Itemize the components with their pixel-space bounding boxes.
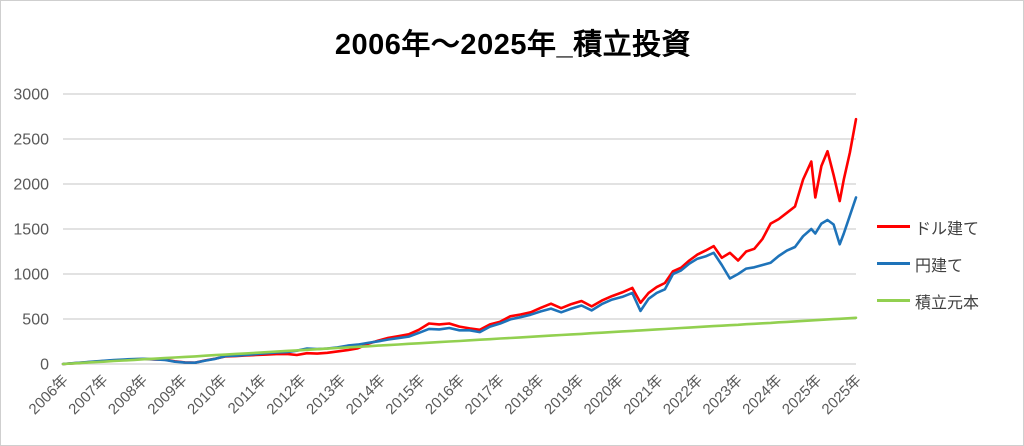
svg-text:2021年: 2021年	[620, 372, 666, 418]
svg-text:2022年: 2022年	[660, 372, 706, 418]
legend-label-yen: 円建て	[915, 257, 964, 275]
svg-text:2024年: 2024年	[739, 372, 785, 418]
chart-title: 2006年～2025年_積立投資	[334, 29, 692, 61]
svg-text:2025年: 2025年	[819, 372, 865, 418]
svg-text:2011年: 2011年	[225, 372, 270, 417]
legend-label-dollar: ドル建て	[915, 220, 980, 238]
svg-text:2014年: 2014年	[343, 372, 389, 418]
svg-text:500: 500	[22, 312, 49, 329]
svg-text:2019年: 2019年	[541, 372, 587, 418]
svg-text:2016年: 2016年	[422, 372, 468, 418]
svg-text:3000: 3000	[13, 87, 49, 104]
svg-text:2020年: 2020年	[581, 372, 627, 418]
svg-text:1500: 1500	[13, 222, 49, 239]
svg-text:2500: 2500	[13, 132, 49, 149]
legend-line-dollar-icon	[877, 225, 910, 228]
legend-line-principal-icon	[877, 299, 910, 302]
legend: ドル建て 円建て 積立元本	[877, 208, 979, 319]
svg-text:2025年: 2025年	[779, 372, 825, 418]
svg-text:0: 0	[40, 357, 49, 374]
svg-text:2017年: 2017年	[462, 372, 508, 418]
legend-label-principal: 積立元本	[915, 294, 980, 312]
legend-line-yen-icon	[877, 262, 910, 265]
svg-text:2007年: 2007年	[65, 372, 111, 418]
svg-text:2010年: 2010年	[184, 372, 230, 418]
svg-text:2023年: 2023年	[700, 372, 746, 418]
svg-text:2012年: 2012年	[264, 372, 310, 418]
svg-text:1000: 1000	[13, 267, 49, 284]
svg-text:2008年: 2008年	[105, 372, 151, 418]
svg-text:2000: 2000	[13, 177, 49, 194]
svg-text:2006年: 2006年	[26, 372, 72, 418]
svg-text:2018年: 2018年	[501, 372, 547, 418]
legend-item-principal: 積立元本	[877, 282, 979, 319]
legend-item-yen: 円建て	[877, 245, 979, 282]
svg-text:2013年: 2013年	[303, 372, 349, 418]
svg-text:2009年: 2009年	[145, 372, 191, 418]
svg-text:2015年: 2015年	[383, 372, 429, 418]
legend-item-dollar: ドル建て	[877, 208, 979, 245]
